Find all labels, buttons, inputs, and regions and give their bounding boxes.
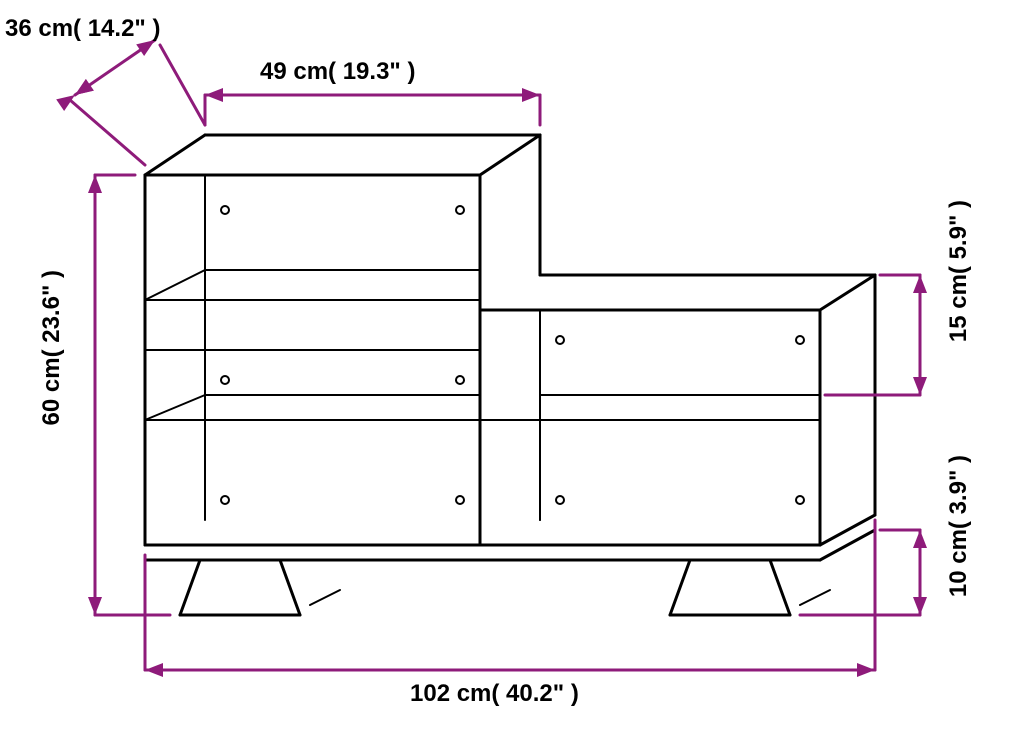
label-height-10: 10 cm( 3.9" ) [945, 455, 973, 597]
label-depth-36: 36 cm( 14.2" ) [5, 15, 160, 43]
drawing-svg [0, 0, 1020, 734]
label-width-49: 49 cm( 19.3" ) [260, 58, 415, 86]
diagram-stage: 36 cm( 14.2" ) 49 cm( 19.3" ) 60 cm( 23.… [0, 0, 1020, 734]
label-height-60: 60 cm( 23.6" ) [38, 270, 66, 425]
label-height-15: 15 cm( 5.9" ) [945, 200, 973, 342]
label-width-102: 102 cm( 40.2" ) [410, 680, 579, 708]
